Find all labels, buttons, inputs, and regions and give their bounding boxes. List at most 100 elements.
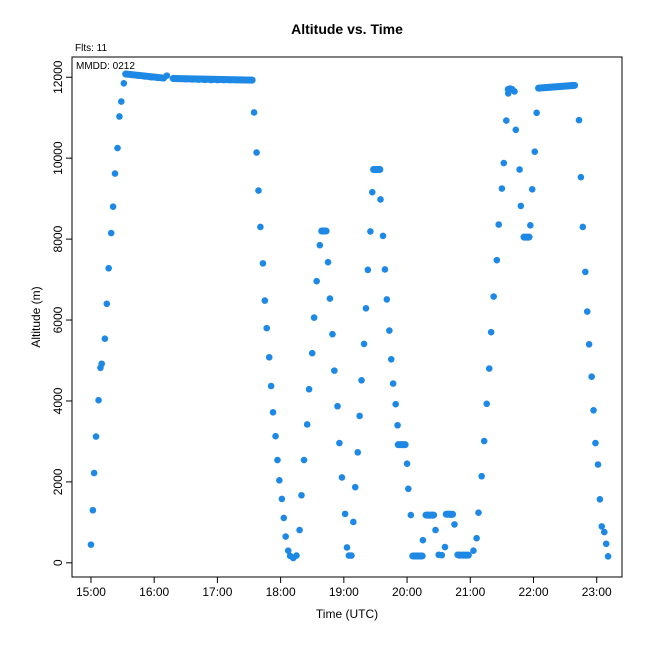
x-tick-label: 22:00 xyxy=(518,585,548,599)
data-point xyxy=(105,264,112,272)
data-point xyxy=(410,552,417,560)
data-point xyxy=(326,295,334,302)
data-point xyxy=(419,536,427,544)
data-point xyxy=(334,402,341,410)
data-point xyxy=(122,70,130,78)
data-point xyxy=(101,335,109,342)
data-point xyxy=(407,511,415,519)
data-point xyxy=(111,170,119,177)
data-point xyxy=(487,328,495,336)
y-tick-label: 4000 xyxy=(51,387,65,414)
x-tick-label: 19:00 xyxy=(329,585,359,599)
data-point xyxy=(154,74,161,81)
y-tick-label: 0 xyxy=(51,559,65,566)
date-annotation: MMDD: 0212 xyxy=(76,61,135,72)
data-point xyxy=(354,449,362,456)
x-tick-label: 23:00 xyxy=(582,585,612,599)
data-point xyxy=(257,223,264,231)
data-point xyxy=(356,412,363,420)
data-point xyxy=(284,547,292,554)
data-point xyxy=(263,324,271,332)
data-point xyxy=(490,293,497,300)
altitude-series xyxy=(87,70,612,562)
data-point xyxy=(233,76,240,84)
data-point xyxy=(201,76,209,84)
data-point xyxy=(503,117,510,124)
data-point xyxy=(265,353,273,361)
data-point xyxy=(512,126,520,134)
data-point xyxy=(582,268,589,276)
data-point xyxy=(485,365,493,372)
data-point xyxy=(324,258,332,266)
data-point xyxy=(116,113,123,120)
data-point xyxy=(368,188,376,196)
data-point xyxy=(495,221,503,228)
data-point xyxy=(577,173,585,181)
data-point xyxy=(135,72,142,79)
data-point xyxy=(594,461,602,468)
data-point xyxy=(598,523,606,530)
data-point xyxy=(379,232,387,240)
data-point xyxy=(128,71,136,79)
data-point xyxy=(389,380,397,387)
data-point xyxy=(422,511,430,519)
data-point xyxy=(375,166,382,173)
data-point xyxy=(493,256,501,264)
data-point xyxy=(364,266,372,274)
x-tick-label: 20:00 xyxy=(392,585,422,599)
data-point xyxy=(350,518,357,526)
data-point xyxy=(542,84,550,91)
data-point xyxy=(269,408,277,416)
data-point xyxy=(432,526,439,534)
data-point xyxy=(362,304,370,312)
data-point xyxy=(220,76,228,84)
data-point xyxy=(169,75,177,82)
data-point xyxy=(470,547,477,554)
data-point xyxy=(188,76,196,83)
data-point xyxy=(483,400,491,408)
data-point xyxy=(114,144,121,152)
data-point xyxy=(351,483,359,491)
x-tick-label: 18:00 xyxy=(266,585,296,599)
data-point xyxy=(498,185,506,192)
data-point xyxy=(141,73,149,80)
data-point xyxy=(527,222,534,229)
data-point xyxy=(516,166,523,173)
data-point xyxy=(293,552,300,559)
x-tick-label: 21:00 xyxy=(455,585,485,599)
plot-frame xyxy=(71,56,623,578)
data-point xyxy=(400,441,408,448)
y-tick-label: 8000 xyxy=(51,225,65,252)
data-point xyxy=(250,109,258,116)
data-point xyxy=(282,533,289,540)
x-tick-label: 15:00 xyxy=(76,585,106,599)
data-point xyxy=(182,75,190,83)
y-tick-label: 12000 xyxy=(51,60,65,94)
data-point xyxy=(176,75,183,83)
data-point xyxy=(531,148,539,155)
data-point xyxy=(571,82,578,89)
y-axis: 0 2000 4000 6000 8000 10000 12000 xyxy=(51,60,72,566)
data-point xyxy=(500,159,508,167)
data-point xyxy=(457,551,465,559)
data-point xyxy=(313,277,320,285)
data-point xyxy=(331,367,338,374)
data-point xyxy=(429,511,436,519)
y-tick-label: 2000 xyxy=(51,468,65,495)
data-point xyxy=(360,340,368,348)
data-point xyxy=(592,439,599,447)
data-point xyxy=(549,83,556,91)
x-tick-label: 17:00 xyxy=(202,585,232,599)
data-point xyxy=(367,228,374,235)
data-point xyxy=(248,76,256,84)
data-point xyxy=(381,266,389,273)
data-point xyxy=(604,553,612,560)
data-point xyxy=(585,341,593,348)
data-point xyxy=(305,385,313,393)
data-point xyxy=(274,456,281,464)
data-point xyxy=(303,421,311,428)
data-point xyxy=(278,495,286,503)
data-point xyxy=(583,308,591,315)
data-point xyxy=(92,433,100,440)
